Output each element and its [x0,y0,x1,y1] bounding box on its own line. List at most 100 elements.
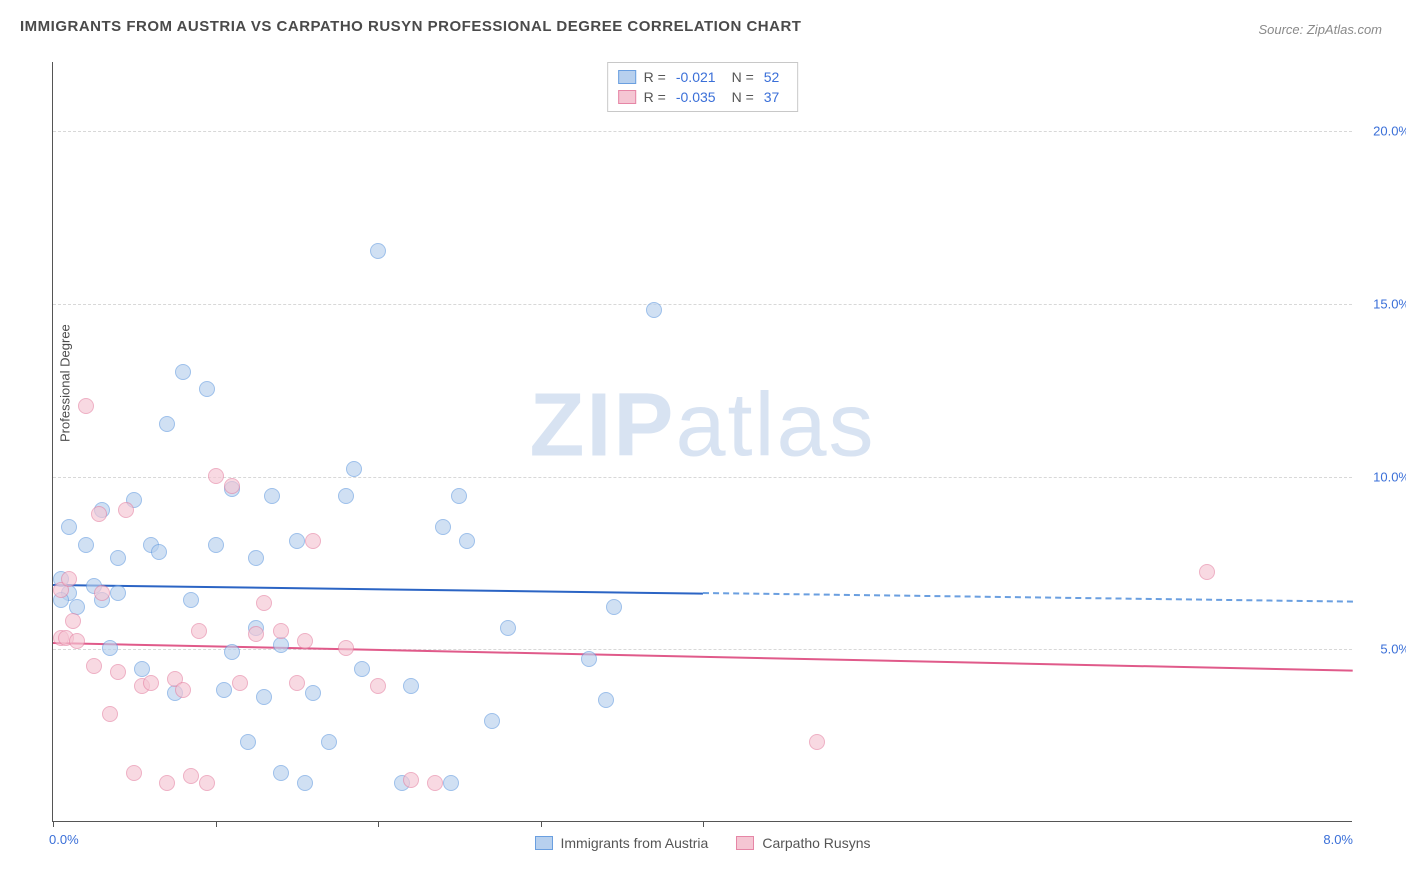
data-point-austria [151,544,167,560]
data-point-austria [199,381,215,397]
data-point-austria [175,364,191,380]
data-point-carpatho [69,633,85,649]
data-point-carpatho [61,571,77,587]
data-point-carpatho [338,640,354,656]
data-point-carpatho [91,506,107,522]
data-point-carpatho [65,613,81,629]
data-point-austria [346,461,362,477]
r-value: -0.035 [676,89,716,105]
n-value: 52 [764,69,780,85]
r-label: R = [644,69,666,85]
x-tick-label: 0.0% [49,832,79,847]
y-tick-label: 20.0% [1373,124,1406,139]
data-point-carpatho [110,664,126,680]
x-tick [703,821,704,827]
plot-area: Professional Degree ZIPatlas R =-0.021N … [52,62,1352,822]
data-point-austria [500,620,516,636]
gridline [53,477,1352,478]
data-point-austria [224,644,240,660]
data-point-carpatho [102,706,118,722]
data-point-carpatho [427,775,443,791]
data-point-carpatho [208,468,224,484]
data-point-austria [208,537,224,553]
data-point-carpatho [809,734,825,750]
gridline [53,304,1352,305]
x-tick [378,821,379,827]
data-point-austria [321,734,337,750]
data-point-austria [297,775,313,791]
data-point-austria [451,488,467,504]
swatch-icon [618,70,636,84]
data-point-carpatho [86,658,102,674]
gridline [53,649,1352,650]
data-point-carpatho [403,772,419,788]
data-point-carpatho [273,623,289,639]
trend-line-austria [53,584,703,595]
source-attribution: Source: ZipAtlas.com [1258,22,1382,37]
data-point-austria [61,519,77,535]
x-tick [541,821,542,827]
data-point-austria [289,533,305,549]
legend-label: Immigrants from Austria [561,835,709,851]
data-point-austria [435,519,451,535]
y-tick-label: 15.0% [1373,296,1406,311]
data-point-austria [273,765,289,781]
data-point-austria [273,637,289,653]
data-point-austria [78,537,94,553]
swatch-icon [618,90,636,104]
data-point-carpatho [118,502,134,518]
data-point-carpatho [305,533,321,549]
data-point-carpatho [224,478,240,494]
data-point-austria [459,533,475,549]
legend-item-carpatho: Carpatho Rusyns [736,835,870,851]
data-point-austria [102,640,118,656]
series-legend: Immigrants from Austria Carpatho Rusyns [535,835,871,851]
swatch-icon [535,836,553,850]
data-point-carpatho [94,585,110,601]
data-point-austria [110,550,126,566]
data-point-austria [598,692,614,708]
data-point-carpatho [1199,564,1215,580]
n-value: 37 [764,89,780,105]
data-point-austria [248,550,264,566]
data-point-austria [581,651,597,667]
data-point-carpatho [370,678,386,694]
data-point-austria [606,599,622,615]
data-point-austria [216,682,232,698]
data-point-austria [646,302,662,318]
r-label: R = [644,89,666,105]
data-point-carpatho [256,595,272,611]
data-point-carpatho [232,675,248,691]
correlation-legend: R =-0.021N =52R =-0.035N =37 [607,62,799,112]
data-point-carpatho [289,675,305,691]
chart-title: IMMIGRANTS FROM AUSTRIA VS CARPATHO RUSY… [20,18,801,35]
n-label: N = [732,69,754,85]
watermark: ZIPatlas [529,375,875,478]
data-point-austria [264,488,280,504]
y-axis-label: Professional Degree [58,324,73,442]
data-point-austria [256,689,272,705]
data-point-austria [354,661,370,677]
legend-item-austria: Immigrants from Austria [535,835,709,851]
data-point-austria [443,775,459,791]
data-point-austria [110,585,126,601]
data-point-carpatho [159,775,175,791]
y-tick-label: 10.0% [1373,469,1406,484]
legend-row-carpatho: R =-0.035N =37 [618,87,788,107]
data-point-carpatho [126,765,142,781]
data-point-austria [159,416,175,432]
trend-line-austria-ext [703,592,1353,603]
data-point-carpatho [297,633,313,649]
data-point-carpatho [248,626,264,642]
legend-row-austria: R =-0.021N =52 [618,67,788,87]
gridline [53,131,1352,132]
data-point-carpatho [199,775,215,791]
data-point-austria [370,243,386,259]
y-tick-label: 5.0% [1380,642,1406,657]
data-point-austria [338,488,354,504]
data-point-carpatho [175,682,191,698]
x-tick [216,821,217,827]
data-point-carpatho [191,623,207,639]
x-tick-label: 8.0% [1323,832,1353,847]
trend-line-carpatho [53,642,1353,672]
